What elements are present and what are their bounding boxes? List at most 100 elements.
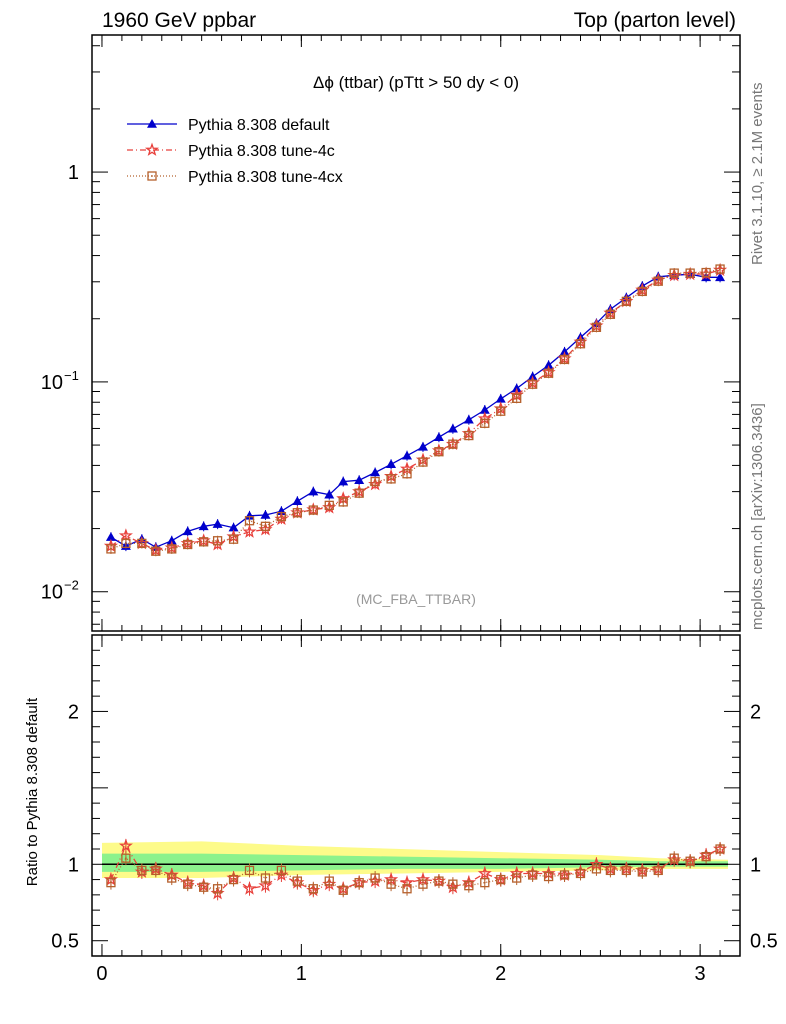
- legend-label-2: Pythia 8.308 tune-4cx: [188, 169, 343, 186]
- ratio-point: [496, 874, 506, 885]
- data-point-dot: [609, 313, 612, 316]
- ratio-point: [527, 870, 538, 880]
- uncertainty-band-inner: [102, 853, 728, 872]
- data-point-dot: [547, 372, 550, 375]
- data-point: [448, 439, 458, 449]
- ratio-point-dot: [374, 877, 377, 879]
- data-point: [260, 510, 271, 519]
- ratio-point: [512, 873, 522, 883]
- ratio-point-dot: [705, 855, 708, 858]
- ratio-point-dot: [248, 869, 251, 872]
- data-point-dot: [296, 511, 299, 514]
- data-point: [106, 544, 116, 554]
- data-point: [242, 524, 257, 538]
- data-point: [575, 339, 586, 349]
- ratio-point: [575, 868, 586, 879]
- data-point-dot: [406, 472, 408, 475]
- ratio-point: [338, 885, 348, 895]
- data-point: [591, 322, 602, 332]
- ratio-point-dot: [483, 881, 486, 884]
- ratio-line-0: [110, 844, 721, 895]
- ratio-point: [434, 876, 444, 886]
- series-line-1: [110, 269, 721, 551]
- ratio-point: [137, 865, 147, 876]
- data-point-dot: [140, 542, 143, 545]
- y-tick-label-exponent: −2: [64, 578, 79, 593]
- data-point: [324, 489, 335, 499]
- y-tick-label: 10: [41, 372, 63, 394]
- y-tick-label: 1: [68, 162, 79, 184]
- data-point: [151, 546, 161, 556]
- ratio-point: [701, 851, 711, 862]
- y-tick-label: 10: [41, 582, 63, 604]
- data-point: [292, 508, 303, 518]
- ratio-point-dot: [438, 880, 440, 882]
- data-point: [137, 538, 147, 549]
- main-frame: [91, 34, 741, 632]
- main-title: Δϕ (ttbar) (pTtt > 50 dy < 0): [313, 73, 519, 92]
- data-point: [527, 379, 538, 389]
- data-point: [402, 469, 412, 479]
- watermark: (MC_FBA_TTBAR): [356, 591, 476, 607]
- data-point-dot: [216, 539, 219, 542]
- ratio-point-dot: [499, 878, 502, 881]
- data-point: [669, 268, 679, 278]
- ratio-point: [354, 877, 364, 888]
- data-point: [605, 309, 616, 319]
- ratio-point-dot: [232, 878, 235, 881]
- data-point: [386, 459, 397, 469]
- data-point: [182, 526, 193, 536]
- ratio-point-dot: [451, 883, 454, 886]
- ratio-point: [121, 853, 131, 863]
- data-point: [464, 430, 474, 441]
- ratio-point-dot: [154, 869, 157, 872]
- data-point-dot: [499, 410, 502, 413]
- data-point: [228, 534, 239, 544]
- data-point: [621, 296, 632, 307]
- data-point: [370, 476, 380, 487]
- legend-marker-1: [144, 142, 160, 156]
- ratio-point: [228, 874, 239, 885]
- data-point: [105, 532, 116, 541]
- ratio-point: [591, 864, 602, 874]
- data-point-dot: [264, 525, 267, 528]
- data-point-dot: [390, 477, 392, 480]
- data-point-dot: [451, 443, 454, 446]
- data-point: [480, 418, 490, 428]
- legend-marker-2: [147, 171, 157, 181]
- ratio-y-tick-label-right: 1: [750, 854, 761, 876]
- ratio-point: [448, 879, 458, 889]
- data-point-dot: [110, 548, 112, 550]
- side-label-rivet: Rivet 3.1.10, ≥ 2.1M events: [749, 83, 766, 266]
- data-point: [653, 276, 663, 286]
- ratio-point: [118, 838, 133, 852]
- data-point: [212, 536, 223, 546]
- data-point: [338, 476, 349, 486]
- ratio-point: [386, 879, 396, 889]
- ratio-point-dot: [579, 872, 582, 875]
- data-point-dot: [358, 492, 361, 495]
- x-tick-label: 1: [296, 963, 307, 985]
- ratio-point: [308, 884, 318, 894]
- ratio-point-dot: [625, 869, 628, 872]
- data-point: [433, 432, 444, 441]
- ratio-point: [212, 884, 223, 894]
- ratio-point-dot: [186, 883, 189, 886]
- data-point-dot: [170, 548, 173, 550]
- ratio-point-dot: [515, 877, 518, 879]
- data-point-dot: [705, 271, 708, 274]
- data-point: [417, 441, 428, 451]
- data-point-dot: [186, 543, 189, 546]
- ratio-y-tick-label-right: 0.5: [750, 931, 778, 953]
- data-point-dot: [342, 501, 345, 503]
- data-point: [715, 264, 725, 274]
- ratio-point: [621, 865, 632, 876]
- data-point: [212, 519, 223, 528]
- ratio-point-dot: [124, 857, 127, 860]
- data-point-dot: [563, 358, 566, 361]
- ratio-series-1: [106, 842, 725, 898]
- x-tick-label: 2: [495, 963, 506, 985]
- data-point: [418, 457, 428, 467]
- data-point-dot: [328, 504, 331, 507]
- data-point: [118, 528, 133, 542]
